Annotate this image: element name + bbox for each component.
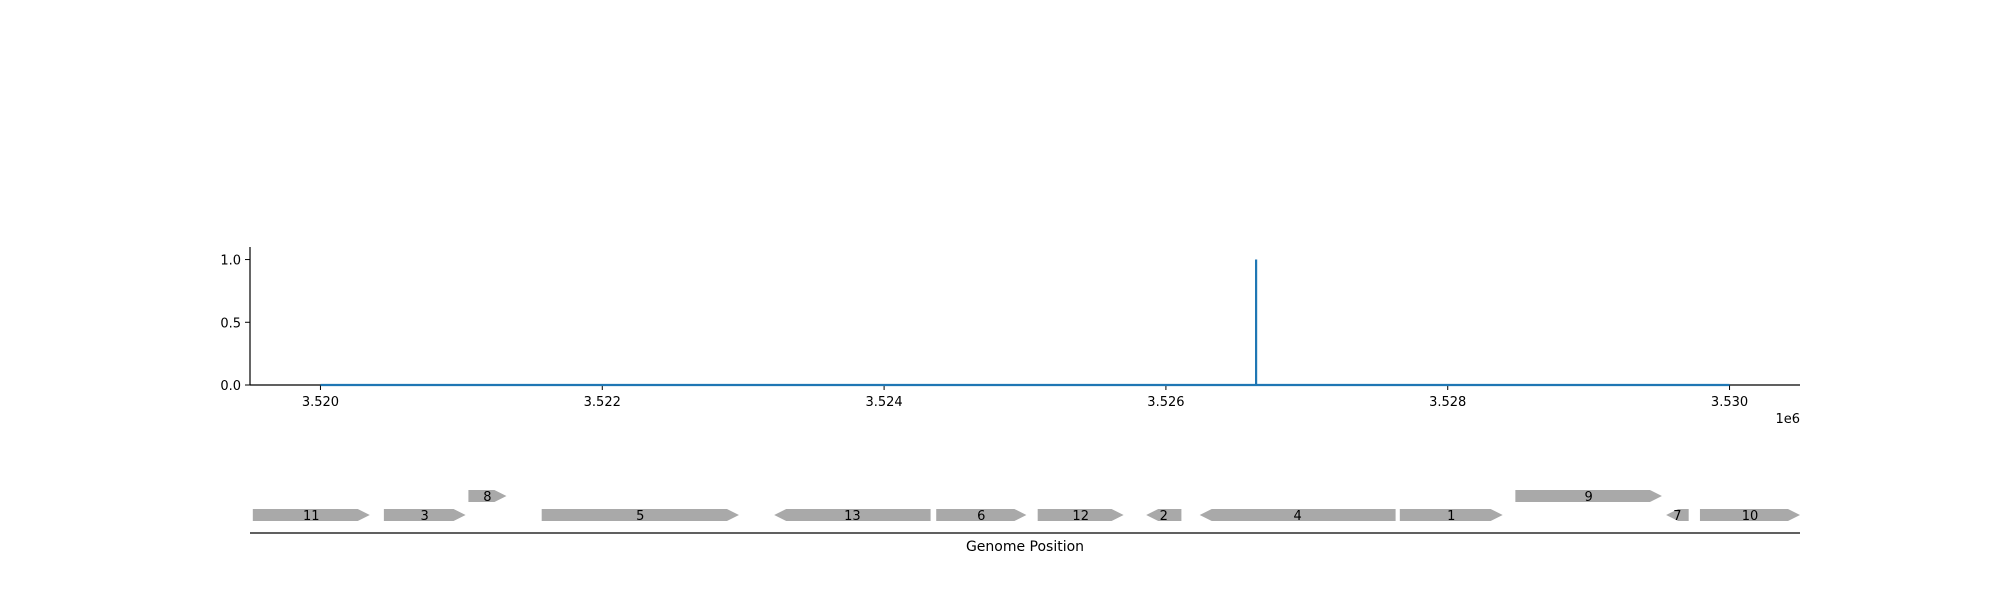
gene-track: 11 3 8 5 13 6 12 2 4 1 9 7 10 Genome Position <box>250 490 1800 555</box>
gene-arrow-4 <box>1199 509 1396 521</box>
x-tick-label: 3.520 <box>302 395 339 410</box>
gene-label: 12 <box>1072 509 1089 524</box>
gene-arrow-10 <box>1699 509 1800 521</box>
gene-label: 6 <box>977 509 985 524</box>
gene-label: 5 <box>636 509 644 524</box>
gene-arrow-12 <box>1037 509 1124 521</box>
gene-label: 4 <box>1294 509 1302 524</box>
gene-features: 11 3 8 5 13 6 12 2 4 1 9 7 10 <box>252 490 1800 524</box>
gene-label: 11 <box>303 509 320 524</box>
gene-arrow-7 <box>1666 509 1689 521</box>
gene-arrow-3 <box>383 509 466 521</box>
y-tick-label: 0.5 <box>220 316 241 331</box>
x-tick-label: 3.530 <box>1711 395 1748 410</box>
gene-label: 3 <box>421 509 429 524</box>
series-lines <box>320 259 1730 387</box>
gene-arrow-11 <box>252 509 370 521</box>
y-tick-label: 1.0 <box>220 254 241 269</box>
gene-label: 13 <box>844 509 861 524</box>
gene-label: 10 <box>1742 509 1759 524</box>
gene-arrow-8 <box>468 490 507 502</box>
gene-label: 1 <box>1447 509 1455 524</box>
gene-track-x-label: Genome Position <box>966 539 1084 555</box>
gene-label: 7 <box>1673 509 1681 524</box>
gene-arrow-5 <box>541 509 739 521</box>
y-ticks: 0.0 0.5 1.0 <box>220 254 250 394</box>
gene-label: 8 <box>483 490 491 505</box>
x-tick-label: 3.524 <box>865 395 902 410</box>
gene-arrow-6 <box>936 509 1027 521</box>
gene-arrow-9 <box>1515 490 1662 502</box>
x-offset-label: 1e6 <box>1775 412 1800 427</box>
y-tick-label: 0.0 <box>220 379 241 394</box>
gene-arrow-1 <box>1399 509 1503 521</box>
series-line-signal <box>320 259 1730 387</box>
x-ticks: 3.520 3.522 3.524 3.526 3.528 3.530 <box>302 385 1748 410</box>
gene-label: 9 <box>1584 490 1592 505</box>
gene-arrow-2 <box>1146 509 1182 521</box>
gene-label: 2 <box>1160 509 1168 524</box>
gene-arrow-13 <box>774 509 931 521</box>
x-tick-label: 3.528 <box>1429 395 1466 410</box>
signal-plot: 0.0 0.5 1.0 3.520 3.522 3.524 3.526 3.528 3.530… <box>220 247 1800 427</box>
x-tick-label: 3.526 <box>1147 395 1184 410</box>
x-tick-label: 3.522 <box>584 395 621 410</box>
